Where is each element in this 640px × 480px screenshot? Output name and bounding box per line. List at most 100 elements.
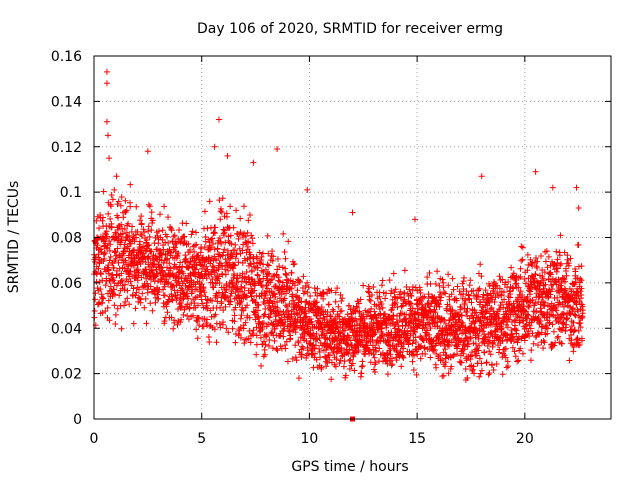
data-point [184, 312, 191, 319]
data-point [315, 305, 322, 312]
data-point [447, 308, 454, 315]
data-point [237, 250, 244, 257]
data-point [200, 323, 207, 330]
data-point [557, 232, 564, 239]
data-point [501, 296, 508, 303]
data-point [233, 207, 240, 214]
data-point [149, 217, 156, 224]
data-point [419, 325, 426, 332]
data-point [389, 304, 396, 311]
data-point [228, 290, 235, 297]
data-point [467, 335, 474, 342]
x-tick-label: 15 [408, 431, 426, 447]
y-tick-label: 0.02 [51, 367, 82, 383]
data-point [160, 286, 167, 293]
data-point [290, 278, 297, 285]
data-point [477, 370, 484, 377]
data-point [209, 297, 216, 304]
data-point [99, 277, 106, 284]
data-point [124, 287, 131, 294]
data-point [389, 361, 396, 368]
data-point [232, 304, 239, 311]
data-point [578, 285, 585, 292]
data-point [213, 290, 220, 297]
data-point [570, 305, 577, 312]
data-point [91, 307, 98, 314]
data-point [111, 186, 118, 193]
data-point [575, 327, 582, 334]
data-point [122, 257, 129, 264]
data-point [183, 255, 190, 262]
data-point [417, 321, 424, 328]
data-point [505, 278, 512, 285]
data-point [326, 352, 333, 359]
data-point [496, 285, 503, 292]
data-point [246, 211, 253, 218]
data-point [303, 355, 310, 362]
data-point [484, 342, 491, 349]
data-point [305, 284, 312, 291]
data-point [114, 245, 121, 252]
data-point [234, 285, 241, 292]
data-point [464, 343, 471, 350]
data-point [227, 298, 234, 305]
data-point [112, 311, 119, 318]
data-point [145, 223, 152, 230]
data-point [105, 210, 112, 217]
data-point [191, 300, 198, 307]
data-point [217, 216, 224, 223]
data-point [509, 334, 516, 341]
data-point [499, 371, 506, 378]
data-point [524, 267, 531, 274]
data-point [393, 354, 400, 361]
data-point [517, 345, 524, 352]
data-point [271, 325, 278, 332]
data-point [359, 363, 366, 370]
data-point [554, 312, 561, 319]
data-point [486, 299, 493, 306]
data-point [519, 350, 526, 357]
data-point [517, 265, 524, 272]
grid [94, 56, 611, 419]
data-point [358, 370, 365, 377]
data-point [473, 352, 480, 359]
data-point [118, 236, 125, 243]
data-point [535, 314, 542, 321]
data-point [205, 236, 212, 243]
data-point [291, 260, 298, 267]
data-point [501, 352, 508, 359]
data-point [182, 258, 189, 265]
data-point [255, 302, 262, 309]
data-point [231, 318, 238, 325]
data-point [92, 290, 99, 297]
data-point [218, 240, 225, 247]
data-point [460, 350, 467, 357]
data-point [320, 291, 327, 298]
data-point [292, 354, 299, 361]
data-point [489, 362, 496, 369]
data-point [249, 297, 256, 304]
data-point [124, 295, 131, 302]
data-point [122, 298, 129, 305]
data-point [253, 351, 260, 358]
data-point [193, 241, 200, 248]
data-point [313, 356, 320, 363]
data-point [146, 203, 153, 210]
data-point [538, 253, 545, 260]
data-point [432, 309, 439, 316]
data-point [423, 314, 430, 321]
data-point [123, 229, 130, 236]
data-point [262, 266, 269, 273]
data-point [438, 291, 445, 298]
data-point [507, 290, 514, 297]
data-point [209, 235, 216, 242]
data-point [284, 358, 291, 365]
data-point [214, 293, 221, 300]
data-point [397, 294, 404, 301]
data-point [113, 173, 120, 180]
data-point [238, 283, 245, 290]
data-point [102, 250, 109, 257]
data-point [241, 340, 248, 347]
data-point [137, 249, 144, 256]
data-point [569, 294, 576, 301]
